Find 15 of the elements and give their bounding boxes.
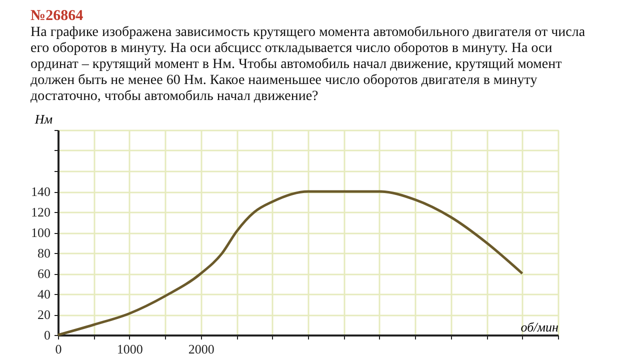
y-tick-label: 0: [44, 328, 50, 342]
y-tick-label: 120: [31, 204, 50, 220]
y-tick-label: 40: [38, 286, 50, 302]
x-tick-label: 0: [55, 342, 62, 356]
chart-title: №26864: [30, 8, 84, 24]
y-tick-label: 60: [38, 266, 50, 281]
y-axis-title: Нм: [34, 112, 52, 126]
y-tick-label: 140: [31, 184, 50, 199]
x-axis-title: об/мин: [520, 320, 558, 334]
x-tick-label: 1000: [116, 342, 143, 356]
y-tick-label: 20: [38, 307, 50, 322]
y-tick-label: 80: [38, 246, 50, 260]
x-tick-label: 2000: [188, 342, 214, 356]
y-tick-label: 100: [31, 225, 50, 240]
chart-subtitle: На графике изображена зависимость крутящего момента автомобильного двигателя от числа его оборотов в минуту. На оси абсцисс откладывается число оборотов в минуту. На оси ординат – крутящий момент в Нм. Чтобы автомобиль начал движение, крутящий момент должен быть не менее 60 Нм. Какое наименьшее число оборотов двигателя в минуту достаточно, чтобы автомобиль начал движение?: [30, 25, 586, 104]
